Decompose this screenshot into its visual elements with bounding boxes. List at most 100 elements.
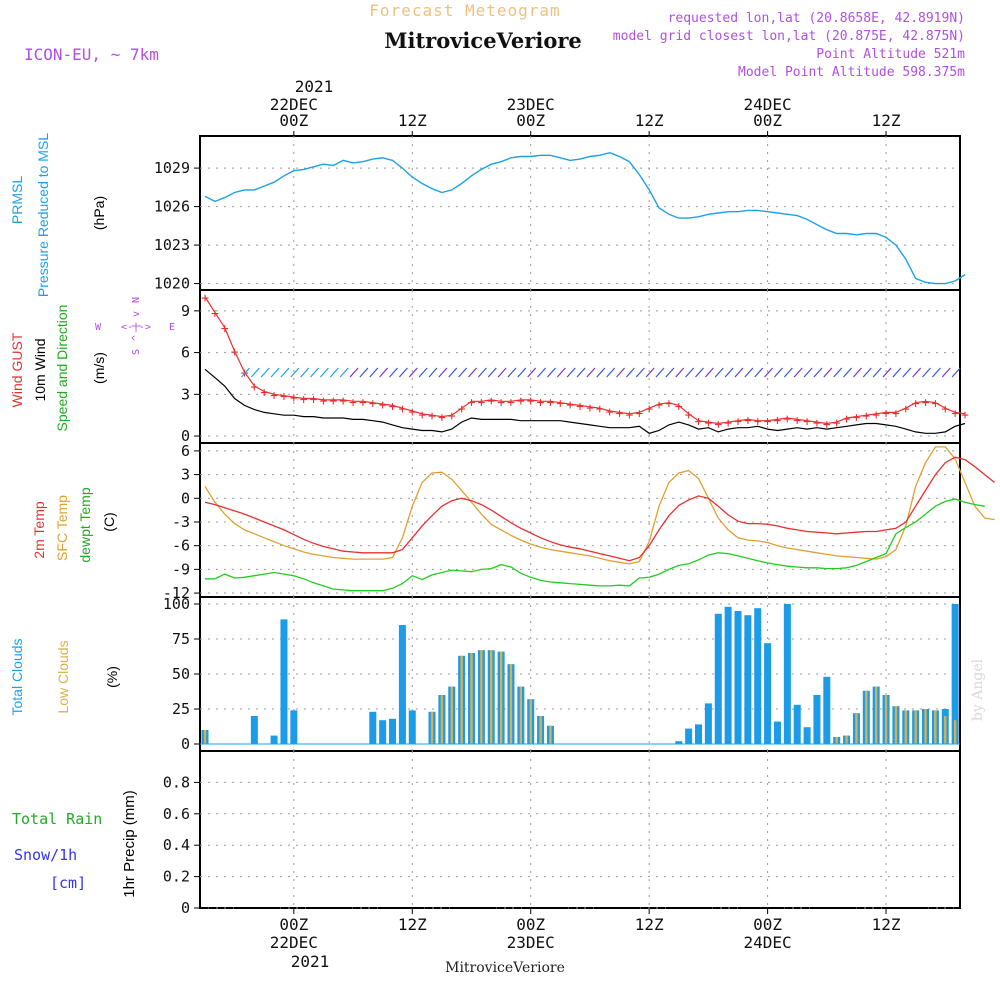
total-cloud-bar [704,703,712,744]
gust-marker: + [231,345,239,360]
top-hour-label-0: 00Z [279,111,308,130]
gust-marker: + [418,408,426,423]
gust-marker: + [606,405,614,420]
gust-marker: + [310,392,318,407]
total-cloud-bar [714,613,722,744]
wind-direction-arrow [497,367,507,378]
precip-ytick-label-4: 0.8 [163,773,190,791]
gust-marker: + [714,418,722,433]
total-cloud-bar [793,704,801,744]
temp-ytick-label-0: -12 [163,584,190,602]
wind-direction-arrow [912,367,922,378]
wind-direction-arrow [438,367,448,378]
wind-direction-arrow [714,367,724,378]
precip-ytick-label-3: 0.6 [163,805,190,823]
bottom-hour-label-3: 12Z [635,915,664,934]
gust-marker: + [685,408,693,423]
bottom-date-label-0: 22DEC [270,933,318,952]
total-cloud-bar [764,643,772,744]
total-cloud-bar [280,619,288,744]
wind-direction-arrow [813,367,823,378]
gust-marker: + [853,411,861,426]
low-cloud-bar [884,695,888,744]
top-date-label-2: 23DEC [507,95,555,114]
gust-marker: + [922,395,930,410]
wind-direction-arrow [398,367,408,378]
wind-direction-arrow [754,367,764,378]
forecast-title: Forecast Meteogram [369,1,560,20]
gust-marker: + [438,411,446,426]
wind-gust-label: Wind GUST [9,332,25,407]
wind-direction-arrow [596,367,606,378]
top-hour-label-5: 12Z [872,111,901,130]
wind-direction-arrow [527,367,537,378]
gust-marker: + [635,406,643,421]
gust-marker: + [211,306,219,321]
wind-direction-arrow [941,367,951,378]
wind-direction-arrow [547,367,556,378]
wind-direction-arrow [487,367,497,378]
wind-direction-arrow [290,367,300,378]
wind-direction-arrow [744,367,754,378]
low-cloud-bar [499,651,503,744]
wind-direction-arrow [319,367,329,378]
bottom-date-label-4: 24DEC [744,933,792,952]
gust-marker: + [576,399,584,414]
low-cloud-bar [904,710,907,744]
wind-speed-label: Speed and Direction [54,305,70,432]
total-cloud-bar [685,728,693,744]
wind-direction-arrow [843,367,853,378]
low-cloud-bar [549,725,552,744]
wind-direction-arrow [764,367,774,378]
wind-direction-arrow [625,367,635,378]
wind-10m-label: 10m Wind [32,338,48,401]
gust-marker: + [813,416,821,431]
clouds-ytick-label-2: 50 [172,665,190,683]
gust-marker: + [507,395,515,410]
gust-marker: + [497,395,505,410]
low-cloud-bar [835,737,838,744]
wind-compass: N ^ | v S W <-|-> E [95,297,175,355]
wind-direction-arrow [241,367,250,378]
wind-direction-arrow [349,367,359,378]
gust-marker: + [655,398,663,413]
wind-direction-arrow [734,367,744,378]
wind-direction-arrow [389,367,398,378]
top-hour-label-4: 00Z [753,111,782,130]
gust-marker: + [369,397,377,412]
low-cloud-bar [865,690,868,744]
temp-ytick-label-3: -3 [172,513,190,531]
wind-direction-arrow [833,367,843,378]
wind-direction-arrow [823,367,833,378]
wind-direction-arrow [339,367,349,378]
bottom-date-label-2: 23DEC [507,933,555,952]
wind-direction-arrow [280,367,290,378]
gust-marker: + [428,409,436,424]
gust-marker: + [398,402,406,417]
wind-direction-arrow [379,367,389,378]
gust-marker: + [616,406,624,421]
temp-ytick-label-6: 6 [181,442,190,460]
temp-ytick-label-5: 3 [181,466,190,484]
top-hour-label-3: 12Z [635,111,664,130]
wind-direction-arrow [537,367,547,378]
wind-direction-arrow [576,367,586,378]
pressure-label-2: Pressure Reduced to MSL [35,133,51,297]
low-cloud-bar [953,720,957,744]
gust-marker: + [517,394,525,409]
gust-marker: + [379,398,387,413]
pressure-label-1: PRMSL [9,176,25,224]
total-cloud-bar [744,615,752,744]
wind-unit: (m/s) [91,352,107,384]
wind-direction-arrow [477,367,487,378]
wind-direction-arrow [606,367,616,378]
gust-marker: + [843,412,851,427]
gust-marker: + [912,397,920,412]
wind-direction-arrow [892,367,902,378]
point-altitude: Point Altitude 521m [816,47,965,62]
gust-marker: + [280,390,288,405]
wind-direction-arrow [951,367,961,378]
bottom-hour-label-4: 00Z [753,915,782,934]
requested-coords: requested lon,lat (20.8658E, 42.8919N) [668,11,965,26]
clouds-unit: (%) [104,666,120,688]
